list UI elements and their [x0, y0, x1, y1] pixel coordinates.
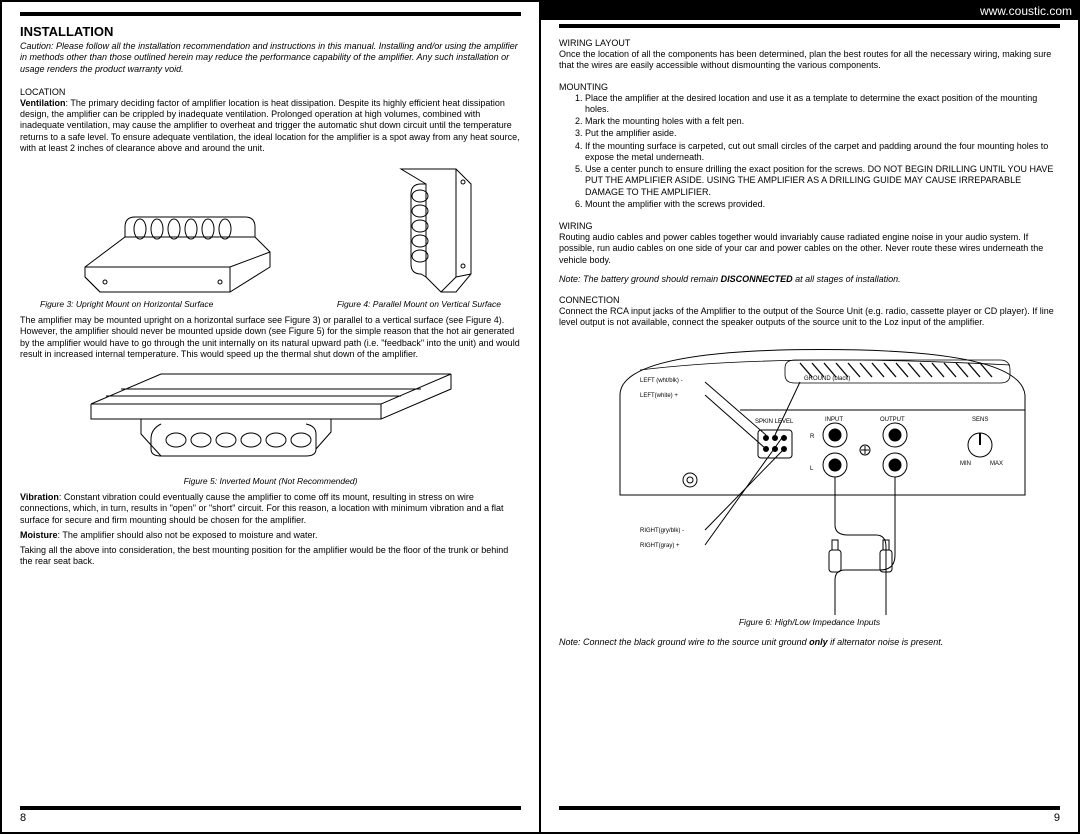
note-bold: only [809, 637, 828, 647]
diag-label-right-gray: RIGHT(gray) + [640, 543, 680, 549]
list-item: Mark the mounting holes with a felt pen. [585, 116, 1060, 127]
diag-label-sens: SENS [972, 417, 988, 423]
moisture-label: Moisture [20, 530, 58, 540]
footer-right: 9 [559, 802, 1060, 824]
mounting-steps: Place the amplifier at the desired locat… [559, 93, 1060, 212]
diag-label-spkin: SPKIN LEVEL [755, 419, 794, 425]
ventilation-label: Ventilation [20, 98, 66, 108]
diag-label-min: MIN [960, 461, 971, 467]
vibration-label: Vibration [20, 492, 59, 502]
location-heading: LOCATION [20, 87, 521, 97]
wiring-layout-text: Once the location of all the components … [559, 49, 1060, 72]
note-bold: DISCONNECTED [721, 274, 793, 284]
diag-label-ground: GROUND (black) [804, 376, 850, 382]
website-bar: www.coustic.com [541, 2, 1078, 20]
page-left: INSTALLATION Caution: Please follow all … [2, 2, 540, 832]
wiring-heading: WIRING [559, 221, 1060, 231]
section-title: INSTALLATION [20, 24, 521, 39]
figure-caption-row: Figure 3: Upright Mount on Horizontal Su… [40, 299, 501, 309]
fig3-caption: Figure 3: Upright Mount on Horizontal Su… [40, 299, 213, 309]
page-right: www.coustic.com WIRING LAYOUT Once the l… [540, 2, 1078, 832]
battery-note: Note: The battery ground should remain D… [559, 274, 1060, 285]
list-item: Put the amplifier aside. [585, 128, 1060, 139]
fig6-caption: Figure 6: High/Low Impedance Inputs [559, 617, 1060, 627]
caution-text: Caution: Please follow all the installat… [20, 41, 521, 75]
fig4-caption: Figure 4: Parallel Mount on Vertical Sur… [337, 299, 501, 309]
figure-5-wrap [20, 364, 521, 474]
ventilation-para: Ventilation: The primary deciding factor… [20, 98, 521, 154]
list-item: Mount the amplifier with the screws prov… [585, 199, 1060, 210]
list-item: Use a center punch to ensure drilling th… [585, 164, 1060, 198]
vibration-text: : Constant vibration could eventually ca… [20, 492, 504, 525]
diag-label-left-whtblk: LEFT (wht/blk) - [640, 378, 683, 384]
figure-4-icon [376, 162, 476, 297]
connection-text: Connect the RCA input jacks of the Ampli… [559, 306, 1060, 329]
list-item: If the mounting surface is carpeted, cut… [585, 141, 1060, 164]
figure-5-icon [81, 364, 461, 474]
figure-6-wrap: LEFT (wht/blk) - LEFT(white) + GROUND (b… [559, 335, 1060, 615]
wiring-text: Routing audio cables and power cables to… [559, 232, 1060, 266]
note-post: at all stages of installation. [793, 274, 901, 284]
note-pre: Note: The battery ground should remain [559, 274, 721, 284]
moisture-text: : The amplifier should also not be expos… [58, 530, 318, 540]
note-pre: Note: Connect the black ground wire to t… [559, 637, 809, 647]
best-position-para: Taking all the above into consideration,… [20, 545, 521, 568]
diag-label-input: INPUT [825, 417, 843, 423]
mounting-heading: MOUNTING [559, 82, 1060, 92]
wiring-layout-heading: WIRING LAYOUT [559, 38, 1060, 48]
diag-label-output: OUTPUT [880, 417, 905, 423]
bottom-rule [20, 806, 521, 810]
bottom-rule [559, 806, 1060, 810]
diag-label-left-white: LEFT(white) + [640, 393, 678, 399]
top-rule-r [559, 24, 1060, 28]
figure-6-icon: LEFT (wht/blk) - LEFT(white) + GROUND (b… [580, 335, 1040, 615]
page-number-right: 9 [559, 812, 1060, 824]
diag-label-r: R [810, 434, 815, 440]
ground-note: Note: Connect the black ground wire to t… [559, 637, 1060, 648]
note-post: if alternator noise is present. [828, 637, 944, 647]
moisture-para: Moisture: The amplifier should also not … [20, 530, 521, 541]
page-number-left: 8 [20, 812, 521, 824]
diag-label-l: L [810, 466, 814, 472]
figure-3-icon [65, 182, 285, 297]
list-item: Place the amplifier at the desired locat… [585, 93, 1060, 116]
connection-heading: CONNECTION [559, 295, 1060, 305]
fig5-caption: Figure 5: Inverted Mount (Not Recommende… [20, 476, 521, 486]
top-rule [20, 12, 521, 16]
vibration-para: Vibration: Constant vibration could even… [20, 492, 521, 526]
footer-left: 8 [20, 802, 521, 824]
ventilation-text: : The primary deciding factor of amplifi… [20, 98, 520, 153]
figure-row-3-4 [20, 162, 521, 297]
mount-orientation-para: The amplifier may be mounted upright on … [20, 315, 521, 360]
diag-label-max: MAX [990, 461, 1003, 467]
diag-label-right-gryblk: RIGHT(gry/blk) - [640, 528, 684, 534]
page-spread: INSTALLATION Caution: Please follow all … [0, 0, 1080, 834]
